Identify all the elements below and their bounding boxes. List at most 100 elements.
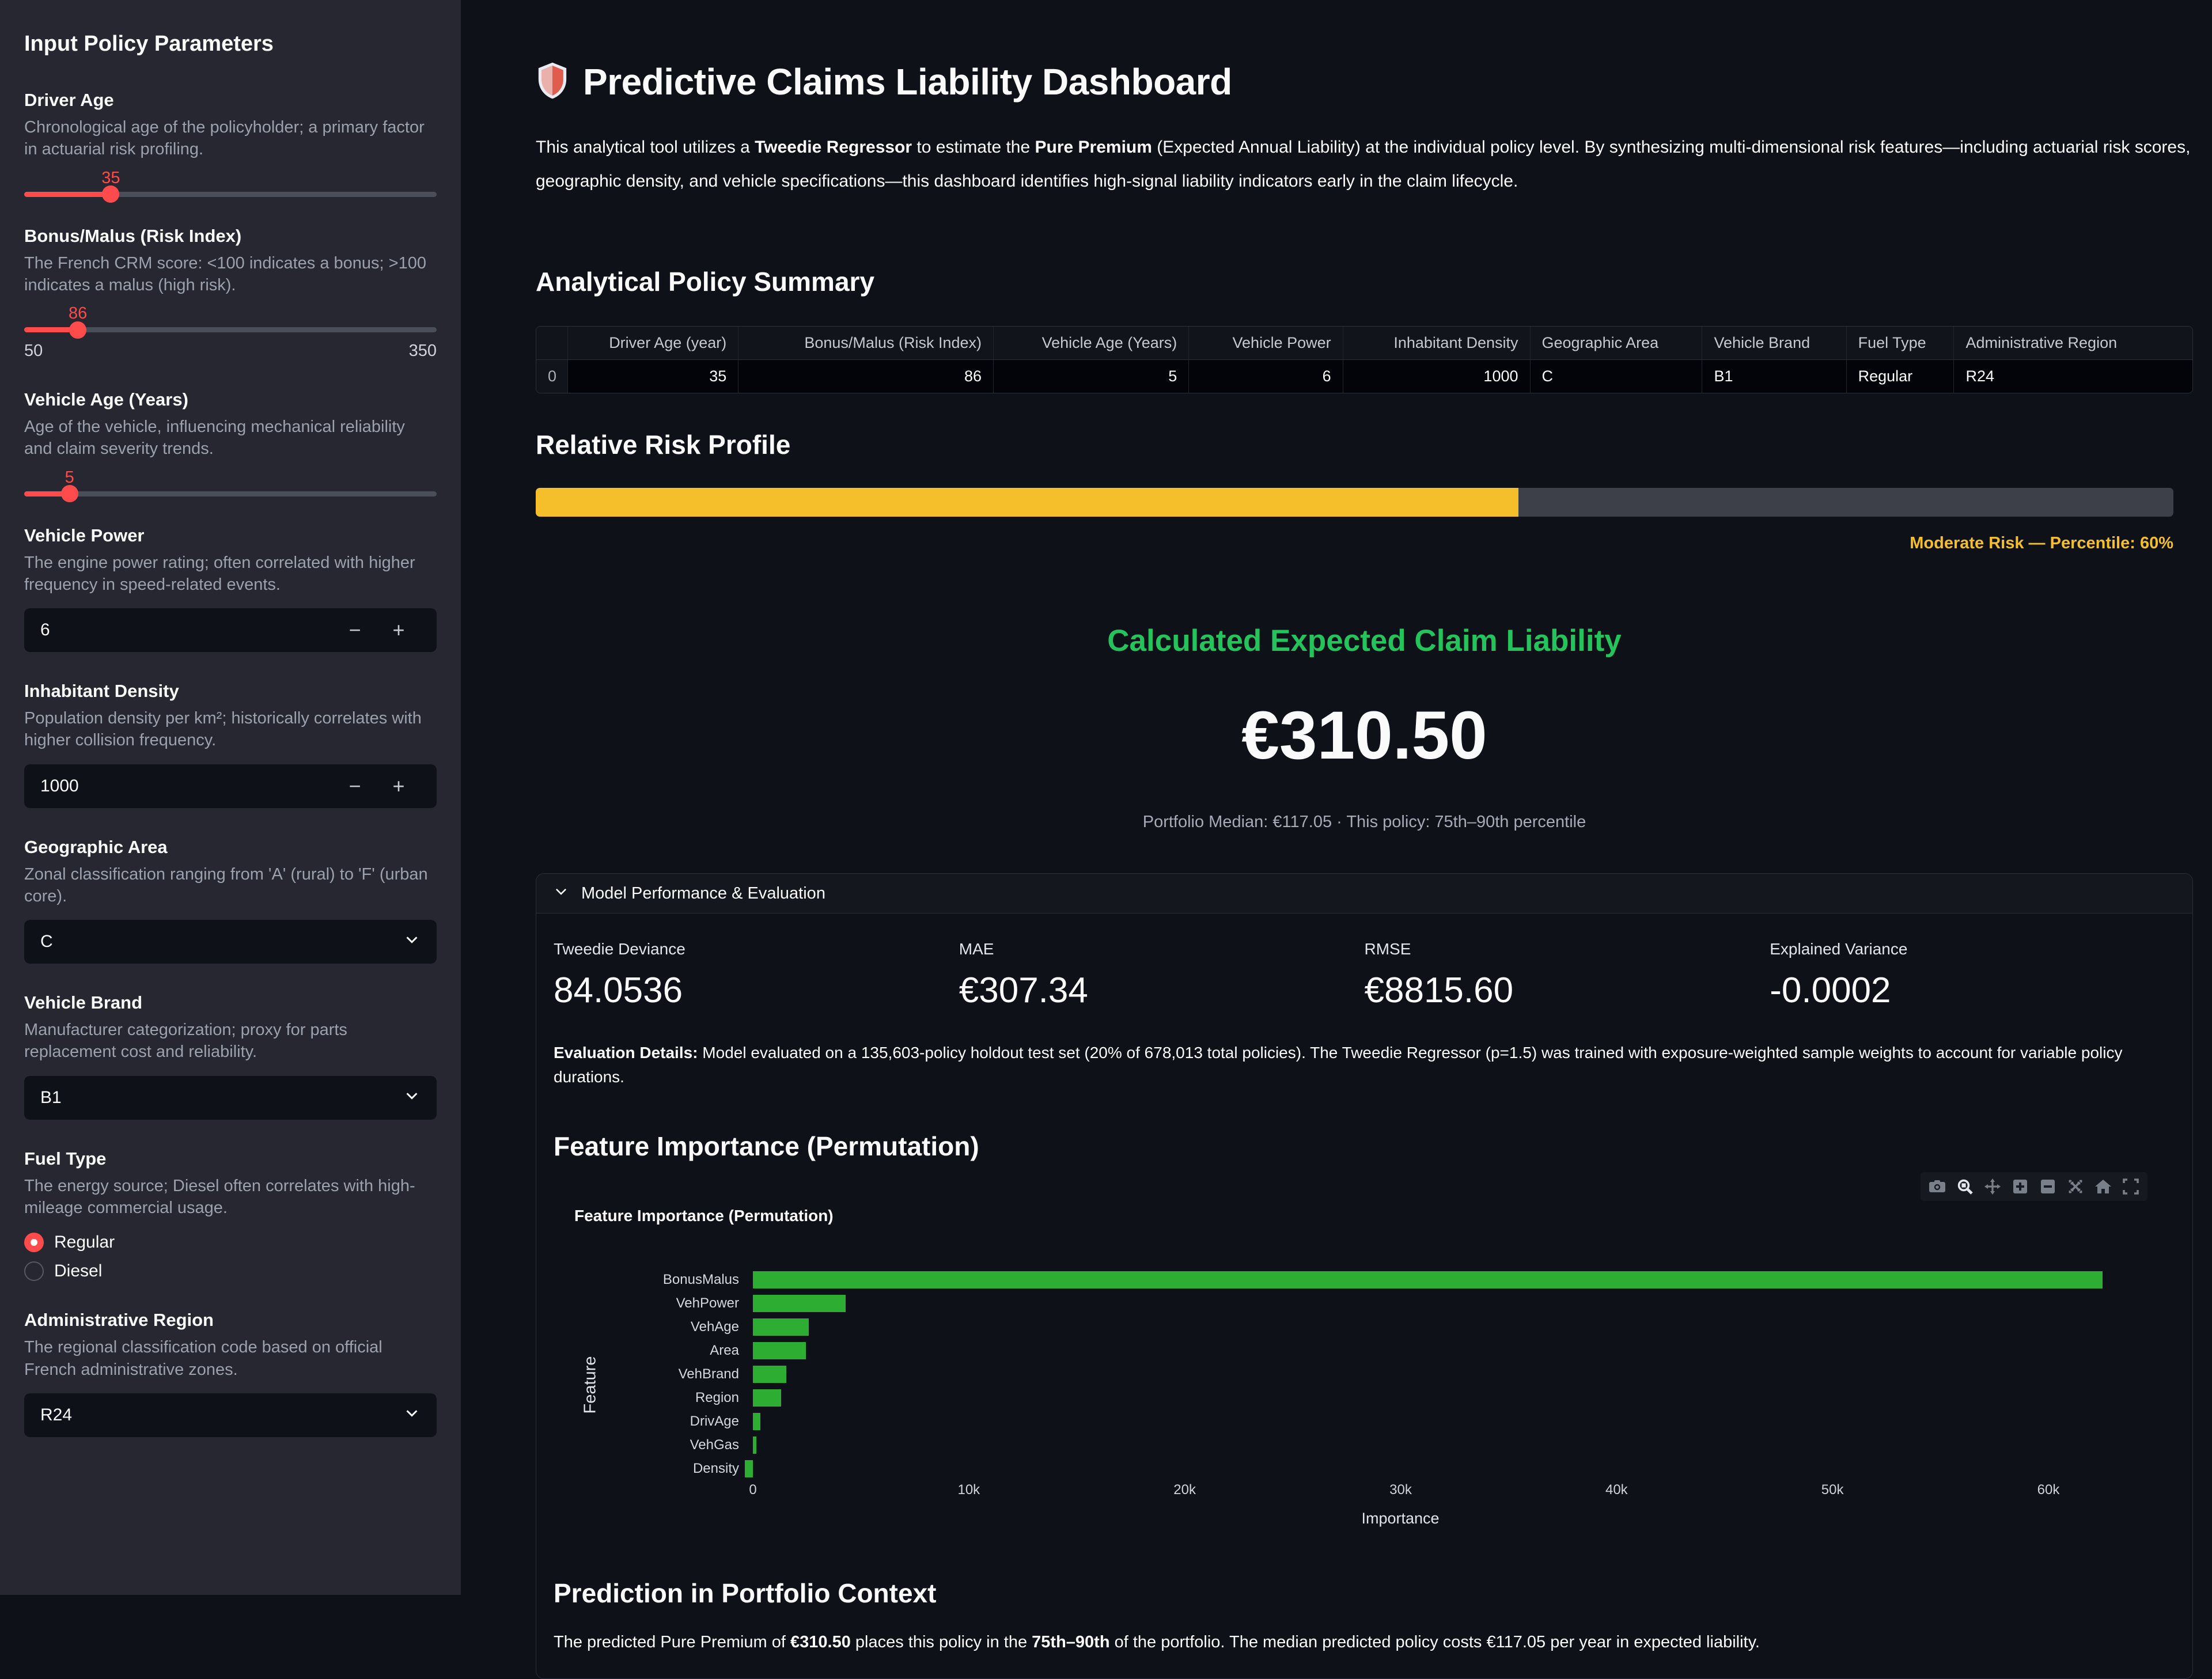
chart-category-label: DrivAge <box>690 1413 739 1429</box>
chart-bar[interactable] <box>753 1294 846 1312</box>
widget-driver-age: Driver Age Chronological age of the polic… <box>24 90 437 203</box>
chart-row: VehGas <box>554 1433 2175 1457</box>
widget-help: Zonal classification ranging from 'A' (r… <box>24 865 428 905</box>
chart-row: VehAge <box>554 1315 2175 1339</box>
table-cell: 35 <box>567 359 739 393</box>
slider-thumb[interactable] <box>102 185 120 203</box>
sidebar-widgets: Driver Age Chronological age of the polic… <box>24 90 437 1437</box>
radio-option-regular[interactable]: Regular <box>24 1233 437 1253</box>
widget-help: Manufacturer categorization; proxy for p… <box>24 1021 347 1062</box>
policy-summary-table[interactable]: Driver Age (year) Bonus/Malus (Risk Index… <box>536 326 2193 393</box>
chart-category-label: Area <box>710 1342 739 1358</box>
table-row[interactable]: 0 35 86 5 6 1000 C B1 Regular R24 <box>536 359 2192 393</box>
select-value: B1 <box>40 1087 62 1107</box>
pan-icon[interactable] <box>1983 1177 2002 1196</box>
metric-label: Tweedie Deviance <box>554 940 685 958</box>
model-performance-expander: Model Performance & Evaluation Tweedie D… <box>536 873 2193 1679</box>
slider-thumb[interactable] <box>60 485 78 503</box>
sidebar-title: Input Policy Parameters <box>24 32 274 56</box>
decrement-button[interactable]: − <box>349 618 361 642</box>
chevron-down-icon <box>554 884 569 903</box>
slider-track[interactable] <box>24 185 437 203</box>
table-cell: 0 <box>536 359 569 393</box>
number-input[interactable]: 6 − + <box>24 608 437 653</box>
select-input[interactable]: B1 <box>24 1075 437 1120</box>
chart-bar[interactable] <box>753 1365 787 1383</box>
chart-title: Feature Importance (Permutation) <box>574 1207 834 1225</box>
chart-category-label: BonusMalus <box>662 1271 739 1287</box>
slider[interactable]: 5 <box>24 468 437 503</box>
table-header-cell: Geographic Area <box>1530 327 1703 360</box>
slider-fill <box>24 191 111 197</box>
sidebar: Input Policy Parameters Driver Age Chrono… <box>0 0 461 1595</box>
slider[interactable]: 86 50 350 <box>24 304 437 361</box>
feature-importance-chart[interactable]: Feature Importance (Permutation) Feature… <box>554 1172 2175 1558</box>
decrement-button[interactable]: − <box>349 774 361 798</box>
chart-row: DrivAge <box>554 1409 2175 1433</box>
chart-bar[interactable] <box>753 1389 781 1407</box>
metric-label: MAE <box>959 940 994 958</box>
zoom-in-icon[interactable] <box>2010 1177 2030 1196</box>
metric-value: 84.0536 <box>554 971 683 1010</box>
table-cell: B1 <box>1702 359 1847 393</box>
widget-administrative-region: Administrative Region The regional classi… <box>24 1310 437 1437</box>
slider-minmax: 50 350 <box>24 342 437 361</box>
select-input[interactable]: R24 <box>24 1393 437 1437</box>
slider-track[interactable] <box>24 485 437 503</box>
radio-label: Regular <box>54 1233 115 1252</box>
increment-button[interactable]: + <box>392 774 405 798</box>
chart-bar[interactable] <box>753 1412 761 1430</box>
chart-row: VehPower <box>554 1291 2175 1315</box>
widget-fuel-type: Fuel Type The energy source; Diesel often… <box>24 1149 437 1282</box>
chart-plot-area: BonusMalus VehPower VehAge Area VehBrand Regi… <box>554 1268 2175 1480</box>
chart-x-tick-label: 0 <box>749 1482 757 1498</box>
metric-label: RMSE <box>1364 940 1411 958</box>
metric: Explained Variance -0.0002 <box>1770 940 2175 1011</box>
chart-category-label: VehAge <box>690 1318 739 1335</box>
widget-vehicle-age-years-: Vehicle Age (Years) Age of the vehicle, i… <box>24 389 437 503</box>
autoscale-icon[interactable] <box>2066 1177 2085 1196</box>
radio-option-diesel[interactable]: Diesel <box>24 1261 437 1282</box>
slider-thumb[interactable] <box>69 321 87 339</box>
chart-bar[interactable] <box>753 1341 806 1359</box>
home-icon[interactable] <box>2093 1177 2113 1196</box>
table-cell: R24 <box>1953 359 2192 393</box>
slider-value: 5 <box>65 468 74 487</box>
table-cell: Regular <box>1846 359 1955 393</box>
slider-track[interactable] <box>24 321 437 339</box>
chart-bar[interactable] <box>753 1436 756 1454</box>
table-header-cell <box>536 327 569 360</box>
evaluation-details: Evaluation Details: Model evaluated on a… <box>554 1044 2123 1086</box>
chart-bar[interactable] <box>753 1318 809 1336</box>
expander-header[interactable]: Model Performance & Evaluation <box>536 874 2192 914</box>
chart-row: VehBrand <box>554 1362 2175 1386</box>
widget-label: Vehicle Power <box>24 525 145 545</box>
zoom-out-icon[interactable] <box>2038 1177 2058 1196</box>
chart-category-label: Region <box>695 1389 739 1405</box>
table-cell: C <box>1530 359 1703 393</box>
radio-circle[interactable] <box>24 1261 44 1282</box>
number-input[interactable]: 1000 − + <box>24 764 437 808</box>
slider-value: 35 <box>101 168 120 187</box>
chart-bar[interactable] <box>753 1271 2103 1288</box>
camera-icon[interactable] <box>1927 1177 1947 1196</box>
increment-button[interactable]: + <box>392 618 405 642</box>
widget-vehicle-brand: Vehicle Brand Manufacturer categorization… <box>24 992 437 1120</box>
widget-geographic-area: Geographic Area Zonal classification rang… <box>24 837 437 964</box>
slider[interactable]: 35 <box>24 168 437 203</box>
chart-bar[interactable] <box>745 1460 753 1477</box>
prediction-context: The predicted Pure Premium of €310.50 pl… <box>554 1633 1760 1651</box>
select-value: C <box>40 932 53 952</box>
select-input[interactable]: C <box>24 920 437 964</box>
chevron-down-icon <box>403 1404 421 1426</box>
chart-x-tick-label: 60k <box>2037 1482 2060 1498</box>
chart-x-tick-label: 20k <box>1173 1482 1196 1498</box>
metric: RMSE €8815.60 <box>1365 940 1770 1011</box>
chart-row: Density <box>554 1457 2175 1480</box>
radio-circle[interactable] <box>24 1233 44 1253</box>
fullscreen-icon[interactable] <box>2121 1177 2141 1196</box>
zoom-icon[interactable] <box>1955 1177 1975 1196</box>
chart-row: Area <box>554 1339 2175 1362</box>
widget-label: Fuel Type <box>24 1148 107 1169</box>
table-header-cell: Inhabitant Density <box>1343 327 1531 360</box>
